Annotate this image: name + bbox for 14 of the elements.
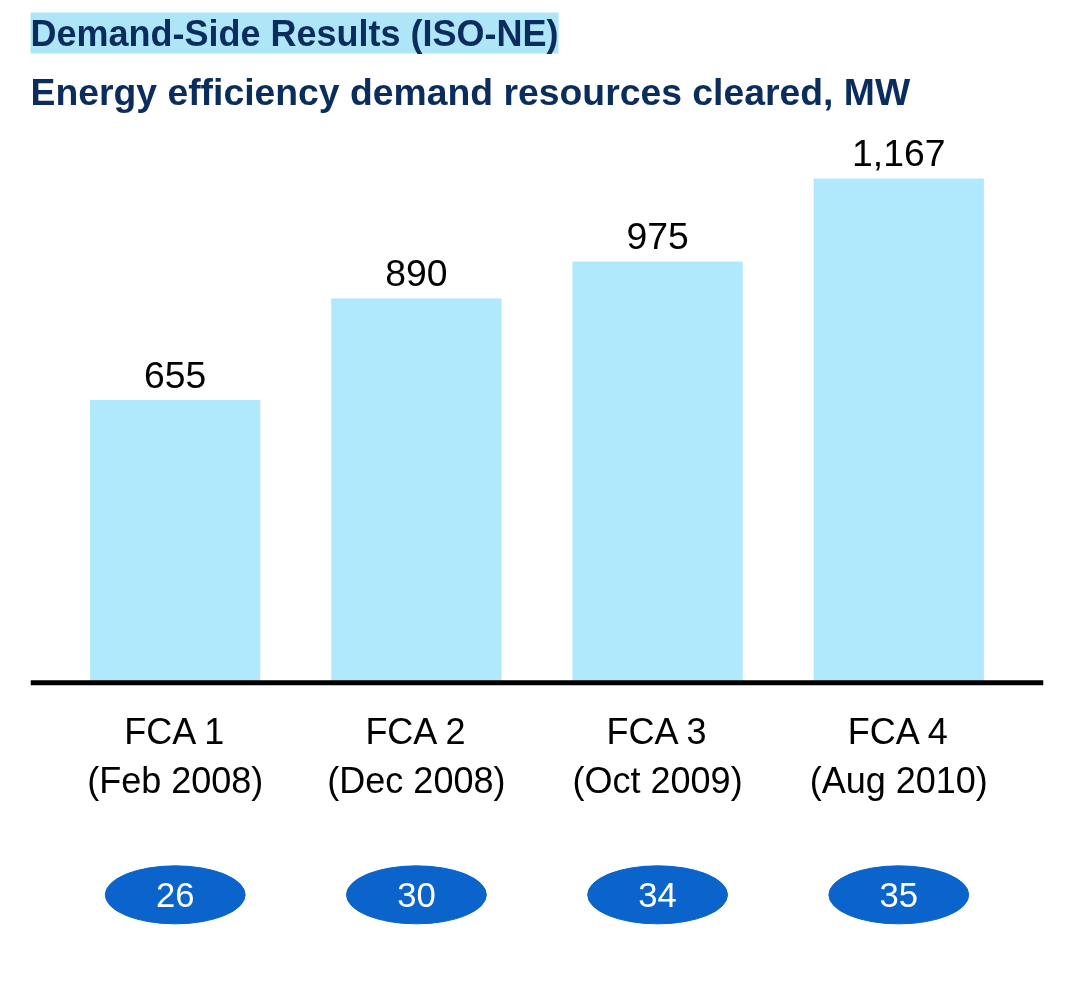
x-tick-label: FCA 3 (Oct 2009) [572, 710, 743, 802]
data-label: 975 [626, 215, 689, 258]
chart-subtitle: Energy efficiency demand resources cleared, MW [30, 70, 911, 113]
data-label: 890 [385, 251, 448, 294]
text: 35 [879, 875, 919, 914]
x-tick-label: FCA 4 (Aug 2010) [809, 710, 988, 802]
text: 30 [397, 875, 436, 914]
chart-title: Demand-Side Results (ISO-NE) [30, 12, 559, 54]
x-tick-label: FCA 1 (Feb 2008) [87, 710, 264, 802]
x-tick-label: FCA 2 (Dec 2008) [327, 710, 506, 802]
text: 26 [155, 875, 195, 914]
data-label: 655 [144, 353, 207, 396]
data-label: 1,167 [852, 132, 946, 175]
text: 34 [638, 875, 677, 914]
